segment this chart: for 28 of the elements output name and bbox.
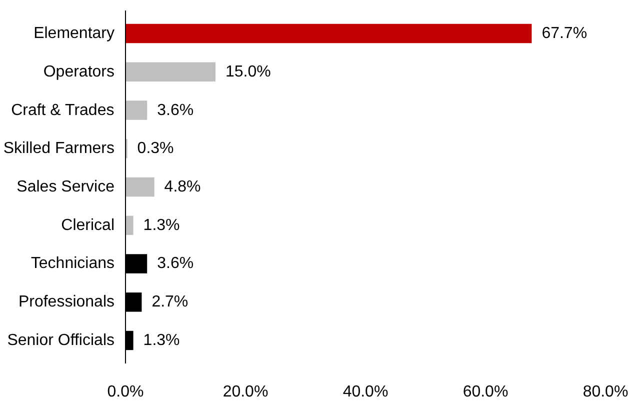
x-tick-label: 20.0% [222,384,268,400]
y-tick-label: Elementary [34,25,114,42]
data-label: 0.3% [137,140,174,158]
bar [126,177,154,197]
y-tick-label: Technicians [30,255,115,272]
bar [126,216,134,235]
data-label: 67.7% [542,25,588,42]
y-tick-label: Craft & Trades [11,102,114,119]
data-label: 2.7% [152,294,188,311]
x-tick-label: 0.0% [107,384,144,400]
y-tick-label: Operators [43,63,114,80]
x-tick-label: 40.0% [342,384,388,400]
data-label: 15.0% [226,63,271,80]
y-tick-label: Skilled Farmers [3,140,115,158]
data-label: 4.8% [164,178,201,196]
bar [126,24,532,44]
bar [126,62,216,82]
x-tick-label: 80.0% [582,384,628,400]
y-tick-label: Clerical [61,216,114,234]
data-label: 1.3% [143,216,180,234]
y-tick-label: Senior Officials [7,332,115,349]
x-tick-label: 60.0% [462,384,508,400]
y-tick-label: Professionals [18,294,114,311]
data-label: 3.6% [157,102,194,119]
data-label: 3.6% [157,255,194,272]
data-label: 1.3% [143,332,180,349]
bar [126,100,148,120]
y-tick-label: Sales Service [16,178,115,196]
